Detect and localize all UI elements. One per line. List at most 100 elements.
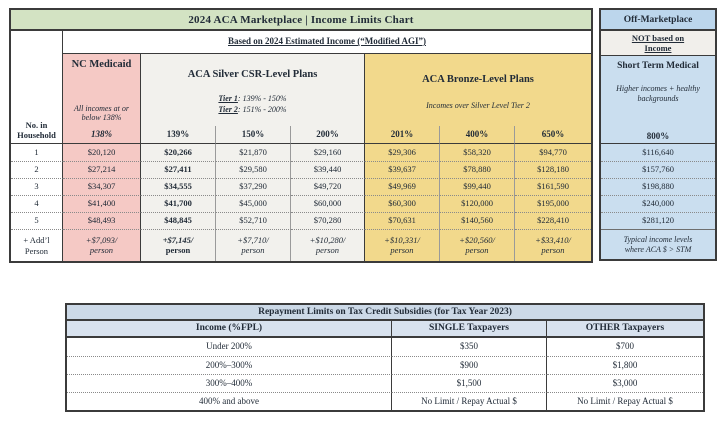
value-150: $37,290 xyxy=(216,178,291,195)
tier1-note: Tier 1: 139% - 150% xyxy=(218,93,287,103)
repay-single-limit: No Limit / Repay Actual $ xyxy=(392,392,547,410)
bronze-note: Incomes over Silver Level Tier 2 xyxy=(426,101,530,111)
household-size: 3 xyxy=(11,178,63,195)
repayment-table-title: Repayment Limits on Tax Credit Subsidies… xyxy=(67,305,703,321)
col-header-200: 200% xyxy=(291,126,365,144)
repay-other-limit: $700 xyxy=(616,341,634,352)
value-200: $29,160 xyxy=(291,144,365,161)
off-marketplace-table: Off-Marketplace NOT based on Income Shor… xyxy=(599,8,717,261)
value-138: $41,400 xyxy=(63,195,141,212)
value-139: $41,700 xyxy=(141,195,216,212)
silver-tier-notes: Tier 1: 139% - 150% Tier 2: 151% - 200% xyxy=(218,94,286,116)
value-200: $60,000 xyxy=(291,195,365,212)
value-150: $52,710 xyxy=(216,212,291,229)
section-bronze-plans: ACA Bronze-Level Plans Incomes over Silv… xyxy=(365,54,591,126)
value-150: $45,000 xyxy=(216,195,291,212)
value-400: $78,880 xyxy=(440,161,515,178)
repay-col-header-other: OTHER Taxpayers xyxy=(547,321,703,338)
col-header-650: 650% xyxy=(515,126,591,144)
value-200: $49,720 xyxy=(291,178,365,195)
value-200: $39,440 xyxy=(291,161,365,178)
value-138: $20,120 xyxy=(63,144,141,161)
household-size: 2 xyxy=(11,161,63,178)
value-139: $34,555 xyxy=(141,178,216,195)
col-header-800: 800% xyxy=(646,131,670,141)
value-201: $70,631 xyxy=(365,212,440,229)
value-138: $34,307 xyxy=(63,178,141,195)
not-based-on-income-note: NOT based on Income xyxy=(601,31,715,56)
stm-value: $157,760 xyxy=(601,161,715,178)
main-table-grid: No. in Household Based on 2024 Estimated… xyxy=(11,31,591,261)
short-term-medical-header: Short Term Medical Higher incomes + heal… xyxy=(601,56,715,144)
main-table-title: 2024 ACA Marketplace | Income Limits Cha… xyxy=(11,10,591,31)
repay-income-range: 300%–400% xyxy=(67,374,392,392)
value-650: $195,000 xyxy=(515,195,591,212)
addl-value-139: +$7,145/person xyxy=(141,229,216,261)
off-marketplace-title: Off-Marketplace xyxy=(601,10,715,31)
value-400: $120,000 xyxy=(440,195,515,212)
stm-value: $198,880 xyxy=(601,178,715,195)
col-header-150: 150% xyxy=(216,126,291,144)
value-138: $27,214 xyxy=(63,161,141,178)
addl-value-138: +$7,093/person xyxy=(63,229,141,261)
repayment-limits-table: Repayment Limits on Tax Credit Subsidies… xyxy=(65,303,705,412)
repay-income-range: Under 200% xyxy=(67,338,392,356)
value-650: $94,770 xyxy=(515,144,591,161)
addl-value-150: +$7,710/person xyxy=(216,229,291,261)
repay-single-limit: $900 xyxy=(392,356,547,374)
section-silver-plans: ACA Silver CSR-Level Plans Tier 1: 139% … xyxy=(141,54,365,126)
bronze-title: ACA Bronze-Level Plans xyxy=(422,73,534,85)
col-header-138: 138% xyxy=(63,126,141,144)
col-header-400: 400% xyxy=(440,126,515,144)
repay-single-limit: $1,500 xyxy=(392,374,547,392)
value-150: $29,580 xyxy=(216,161,291,178)
addl-value-200: +$10,280/person xyxy=(291,229,365,261)
main-table-subtitle: Based on 2024 Estimated Income (“Modifie… xyxy=(63,31,591,54)
value-650: $228,410 xyxy=(515,212,591,229)
repayment-table-grid: Income (%FPL) SINGLE Taxpayers OTHER Tax… xyxy=(67,321,703,410)
repay-col-header-single: SINGLE Taxpayers xyxy=(392,321,547,338)
repay-income-range: 400% and above xyxy=(67,392,392,410)
nc-medicaid-title: NC Medicaid xyxy=(71,59,132,70)
household-size: 5 xyxy=(11,212,63,229)
tier2-note: Tier 2: 151% - 200% xyxy=(218,104,287,114)
value-138: $48,493 xyxy=(63,212,141,229)
value-201: $49,969 xyxy=(365,178,440,195)
aca-income-limits-table: 2024 ACA Marketplace | Income Limits Cha… xyxy=(9,8,593,263)
repay-other-limit: No Limit / Repay Actual $ xyxy=(547,392,703,410)
silver-title: ACA Silver CSR-Level Plans xyxy=(187,69,318,81)
stm-value: $281,120 xyxy=(601,212,715,229)
value-139: $20,266 xyxy=(141,144,216,161)
section-nc-medicaid: NC Medicaid All incomes at or below 138% xyxy=(63,54,141,126)
value-400: $58,320 xyxy=(440,144,515,161)
repay-other-limit: $3,000 xyxy=(547,374,703,392)
stm-value: $116,640 xyxy=(642,146,674,157)
value-201: $39,637 xyxy=(365,161,440,178)
row-axis-header: No. in Household xyxy=(11,31,63,144)
value-400: $99,440 xyxy=(440,178,515,195)
value-650: $128,180 xyxy=(515,161,591,178)
addl-value-650: +$33,410/person xyxy=(515,229,591,261)
repay-single-limit: $350 xyxy=(392,338,547,356)
value-650: $161,590 xyxy=(515,178,591,195)
short-term-medical-note: Higher incomes + healthy backgrounds xyxy=(616,84,700,103)
addl-value-201: +$10,331/person xyxy=(365,229,440,261)
household-size: 1 xyxy=(11,144,63,161)
col-header-201: 201% xyxy=(365,126,440,144)
repay-other-limit: $1,800 xyxy=(547,356,703,374)
value-139: $27,411 xyxy=(141,161,216,178)
nc-medicaid-note: All incomes at or below 138% xyxy=(74,103,129,123)
stm-footer-note: Typical income levels where ACA $ > STM xyxy=(601,229,715,259)
value-150: $21,870 xyxy=(216,144,291,161)
value-200: $70,280 xyxy=(291,212,365,229)
repay-income-range: 200%–300% xyxy=(67,356,392,374)
value-201: $60,300 xyxy=(365,195,440,212)
value-400: $140,560 xyxy=(440,212,515,229)
additional-person-label: + Add’l Person xyxy=(11,229,63,261)
addl-value-400: +$20,560/person xyxy=(440,229,515,261)
repay-col-header-income: Income (%FPL) xyxy=(67,321,392,338)
household-size: 4 xyxy=(11,195,63,212)
stm-value: $240,000 xyxy=(601,195,715,212)
short-term-medical-title: Short Term Medical xyxy=(617,61,699,71)
